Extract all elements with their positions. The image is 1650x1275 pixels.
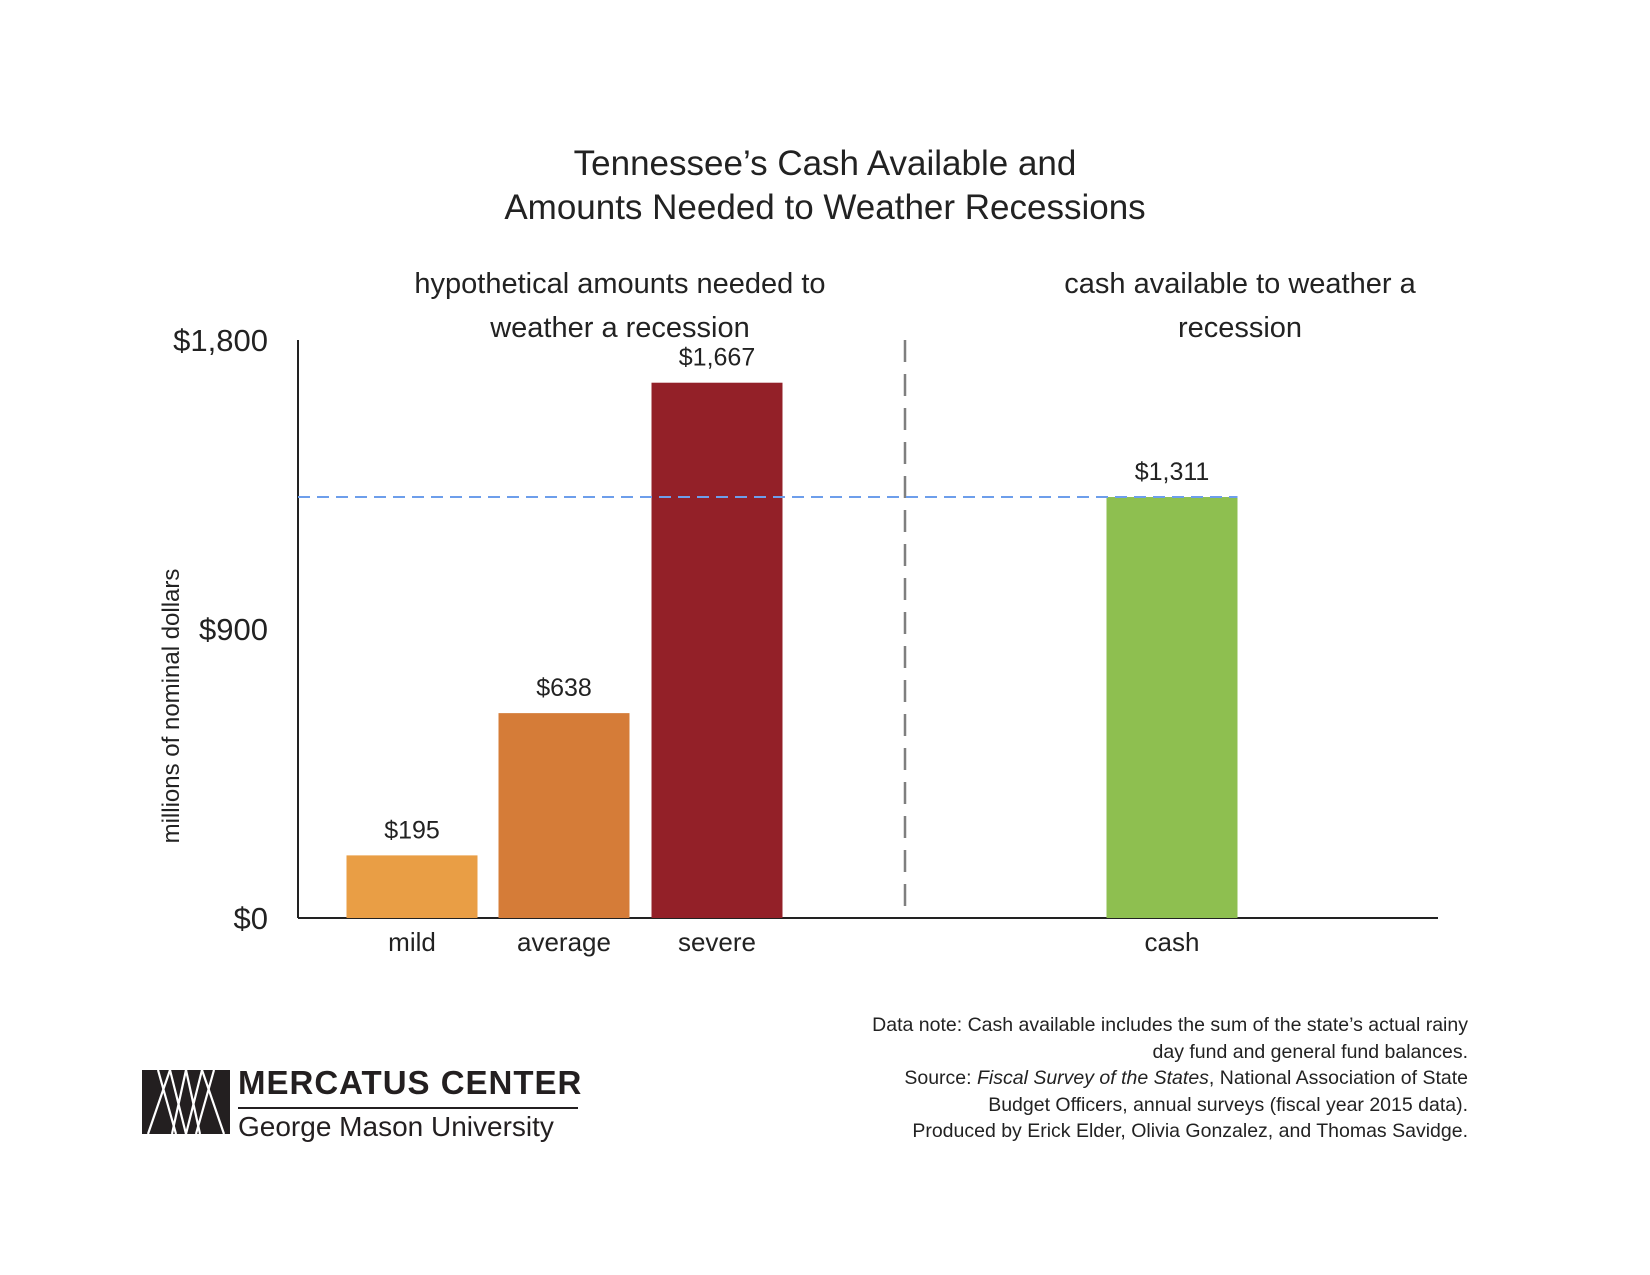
group-label-hypothetical: hypothetical amounts needed to weather a… — [300, 262, 940, 350]
x-tick-label-average: average — [517, 927, 611, 957]
data-label-cash: $1,311 — [1135, 458, 1210, 486]
x-tick-label-severe: severe — [678, 927, 756, 957]
source-rest: , National Association of State — [1208, 1067, 1468, 1089]
source-prefix: Source: — [904, 1067, 977, 1089]
x-tick-label-mild: mild — [388, 927, 436, 957]
bar-cash — [1106, 497, 1238, 918]
group-label-cash-line-2: recession — [1177, 312, 1303, 344]
data-label-severe: $1,667 — [679, 344, 755, 372]
source-line-1: Source: Fiscal Survey of the States, Nat… — [708, 1065, 1468, 1092]
y-tick-label-2: $1,800 — [173, 323, 268, 358]
group-label-hypothetical-line-2: weather a recession — [490, 312, 750, 344]
y-tick-label-1: $900 — [199, 612, 268, 647]
chart-title-line-1: Tennessee’s Cash Available and — [573, 144, 1077, 183]
group-label-hypothetical-line-1: hypothetical amounts needed to — [414, 268, 826, 300]
bar-severe — [651, 382, 783, 918]
y-tick-label-0: $0 — [234, 901, 268, 936]
logo-name: MERCATUS CENTER — [238, 1064, 583, 1101]
group-label-cash: cash available to weather a recession — [960, 262, 1520, 350]
chart-title-line-2: Amounts Needed to Weather Recessions — [504, 188, 1146, 227]
logo-subtitle: George Mason University — [238, 1111, 554, 1142]
data-label-mild: $195 — [384, 816, 440, 844]
source-title: Fiscal Survey of the States — [976, 1067, 1209, 1089]
bar-mild — [346, 855, 478, 918]
data-note-line-2: day fund and general fund balances. — [1152, 1040, 1469, 1063]
data-label-average: $638 — [536, 674, 592, 702]
mercatus-logo-mark-icon — [142, 1070, 230, 1134]
logo-divider — [238, 1107, 578, 1109]
x-tick-label-cash: cash — [1145, 927, 1200, 957]
data-note-line-1: Data note: Cash available includes the s… — [872, 1014, 1468, 1036]
produced-by: Produced by Erick Elder, Olivia Gonzalez… — [912, 1120, 1468, 1142]
footer-notes: Data note: Cash available includes the s… — [708, 1012, 1468, 1145]
group-label-cash-line-1: cash available to weather a — [1064, 268, 1416, 300]
source-line-2: Budget Officers, annual surveys (fiscal … — [988, 1093, 1468, 1116]
bar-average — [498, 713, 630, 918]
mercatus-logo: MERCATUS CENTER George Mason University — [142, 1060, 602, 1142]
